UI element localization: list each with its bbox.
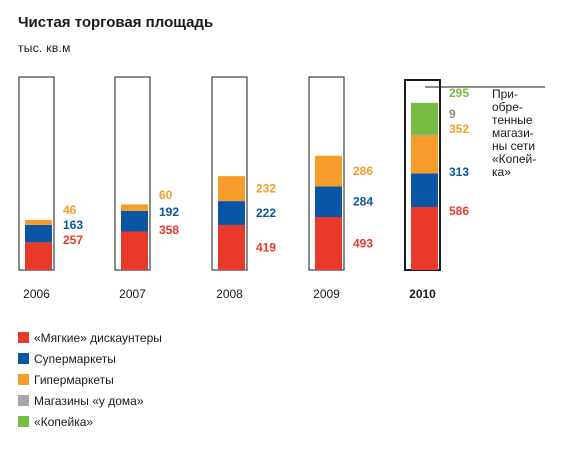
value-label-supermarkets-2008: 222 (256, 206, 276, 220)
value-label-hypermarkets-2006: 46 (63, 203, 77, 217)
value-label-soft_discounters-2009: 493 (353, 237, 373, 251)
legend-item-hypermarkets: Гипермаркеты (18, 369, 162, 390)
bar-segment-soft_discounters-2009 (315, 217, 342, 270)
legend-label: Магазины «у дома» (34, 393, 144, 408)
x-tick-label-2007: 2007 (119, 287, 146, 301)
bar-segment-soft_discounters-2008 (218, 224, 245, 270)
bar-segment-supermarkets-2010 (411, 173, 438, 208)
value-label-supermarkets-2007: 192 (159, 205, 179, 219)
value-label-soft_discounters-2010: 586 (449, 204, 469, 218)
value-label-hypermarkets-2010: 352 (449, 122, 469, 136)
value-label-supermarkets-2006: 163 (63, 218, 83, 232)
bar-segment-soft_discounters-2007 (121, 231, 148, 270)
legend-label: Гипермаркеты (34, 372, 114, 387)
legend-item-supermarkets: Супермаркеты (18, 348, 162, 369)
bar-segment-supermarkets-2008 (218, 201, 245, 225)
value-label-supermarkets-2010: 313 (449, 165, 469, 179)
legend-swatch (18, 353, 29, 364)
value-label-hypermarkets-2007: 60 (159, 188, 173, 202)
legend-label: «Мягкие» дискаунтеры (34, 330, 162, 345)
bar-segment-hypermarkets-2009 (315, 155, 342, 187)
x-tick-label-2008: 2008 (216, 287, 243, 301)
value-label-soft_discounters-2008: 419 (256, 240, 276, 254)
x-tick-label-2010: 2010 (409, 287, 436, 301)
bar-segment-hypermarkets-2007 (121, 204, 148, 211)
value-label-soft_discounters-2006: 257 (63, 233, 83, 247)
bar-segment-soft_discounters-2006 (25, 242, 52, 270)
legend-swatch (18, 395, 29, 406)
legend-item-convenience: Магазины «у дома» (18, 390, 162, 411)
legend-label: Супермаркеты (34, 351, 116, 366)
bar-segment-hypermarkets-2010 (411, 135, 438, 174)
x-tick-label-2009: 2009 (313, 287, 340, 301)
legend: «Мягкие» дискаунтеры Супермаркеты Гиперм… (18, 327, 162, 432)
chart-units: тыс. кв.м (18, 41, 71, 55)
value-label-supermarkets-2009: 284 (353, 195, 373, 209)
bar-segment-convenience-2010 (411, 134, 438, 136)
bar-segment-kopeika-2010 (411, 102, 438, 135)
legend-swatch (18, 374, 29, 385)
legend-item-soft-discounters: «Мягкие» дискаунтеры (18, 327, 162, 348)
bar-segment-hypermarkets-2006 (25, 219, 52, 225)
value-label-convenience-2010: 9 (449, 107, 456, 121)
legend-swatch (18, 332, 29, 343)
acquired-stores-note: При- обре- тенные магази- ны сети «Копей… (492, 87, 537, 179)
bar-segment-soft_discounters-2010 (411, 207, 438, 270)
legend-item-kopeika: «Копейка» (18, 411, 162, 432)
bar-segment-supermarkets-2007 (121, 210, 148, 232)
bar-segment-supermarkets-2006 (25, 224, 52, 243)
bar-segment-supermarkets-2009 (315, 186, 342, 218)
value-label-hypermarkets-2008: 232 (256, 182, 276, 196)
legend-label: «Копейка» (34, 414, 94, 429)
value-label-hypermarkets-2009: 286 (353, 164, 373, 178)
value-label-kopeika-2010: 295 (449, 86, 469, 100)
x-tick-label-2006: 2006 (23, 287, 50, 301)
chart-title: Чистая торговая площадь (18, 14, 214, 31)
bar-segment-hypermarkets-2008 (218, 176, 245, 202)
value-label-soft_discounters-2007: 358 (159, 223, 179, 237)
legend-swatch (18, 416, 29, 427)
